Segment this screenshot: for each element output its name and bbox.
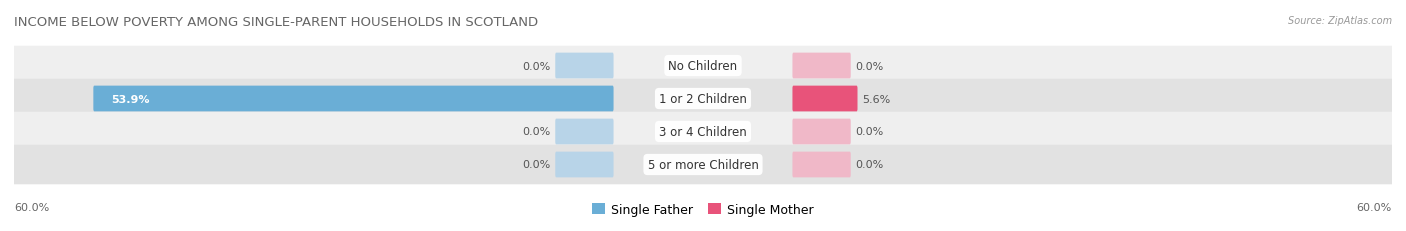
Text: 0.0%: 0.0% bbox=[522, 160, 551, 170]
Text: INCOME BELOW POVERTY AMONG SINGLE-PARENT HOUSEHOLDS IN SCOTLAND: INCOME BELOW POVERTY AMONG SINGLE-PARENT… bbox=[14, 16, 538, 29]
Text: 60.0%: 60.0% bbox=[1357, 203, 1392, 213]
Text: Source: ZipAtlas.com: Source: ZipAtlas.com bbox=[1288, 16, 1392, 26]
FancyBboxPatch shape bbox=[793, 119, 851, 145]
Text: 53.9%: 53.9% bbox=[111, 94, 149, 104]
Text: 3 or 4 Children: 3 or 4 Children bbox=[659, 125, 747, 138]
Text: 60.0%: 60.0% bbox=[14, 203, 49, 213]
FancyBboxPatch shape bbox=[555, 53, 613, 79]
FancyBboxPatch shape bbox=[13, 145, 1393, 185]
Text: 5 or more Children: 5 or more Children bbox=[648, 158, 758, 171]
Text: 0.0%: 0.0% bbox=[522, 127, 551, 137]
FancyBboxPatch shape bbox=[13, 46, 1393, 86]
FancyBboxPatch shape bbox=[555, 119, 613, 145]
Text: 0.0%: 0.0% bbox=[855, 160, 884, 170]
FancyBboxPatch shape bbox=[13, 79, 1393, 119]
Legend: Single Father, Single Mother: Single Father, Single Mother bbox=[592, 203, 814, 216]
FancyBboxPatch shape bbox=[793, 86, 858, 112]
FancyBboxPatch shape bbox=[93, 86, 613, 112]
Text: No Children: No Children bbox=[668, 60, 738, 73]
FancyBboxPatch shape bbox=[793, 152, 851, 178]
FancyBboxPatch shape bbox=[793, 53, 851, 79]
Text: 1 or 2 Children: 1 or 2 Children bbox=[659, 93, 747, 106]
Text: 0.0%: 0.0% bbox=[855, 61, 884, 71]
Text: 0.0%: 0.0% bbox=[522, 61, 551, 71]
Text: 5.6%: 5.6% bbox=[862, 94, 890, 104]
FancyBboxPatch shape bbox=[555, 152, 613, 178]
Text: 0.0%: 0.0% bbox=[855, 127, 884, 137]
FancyBboxPatch shape bbox=[13, 112, 1393, 152]
